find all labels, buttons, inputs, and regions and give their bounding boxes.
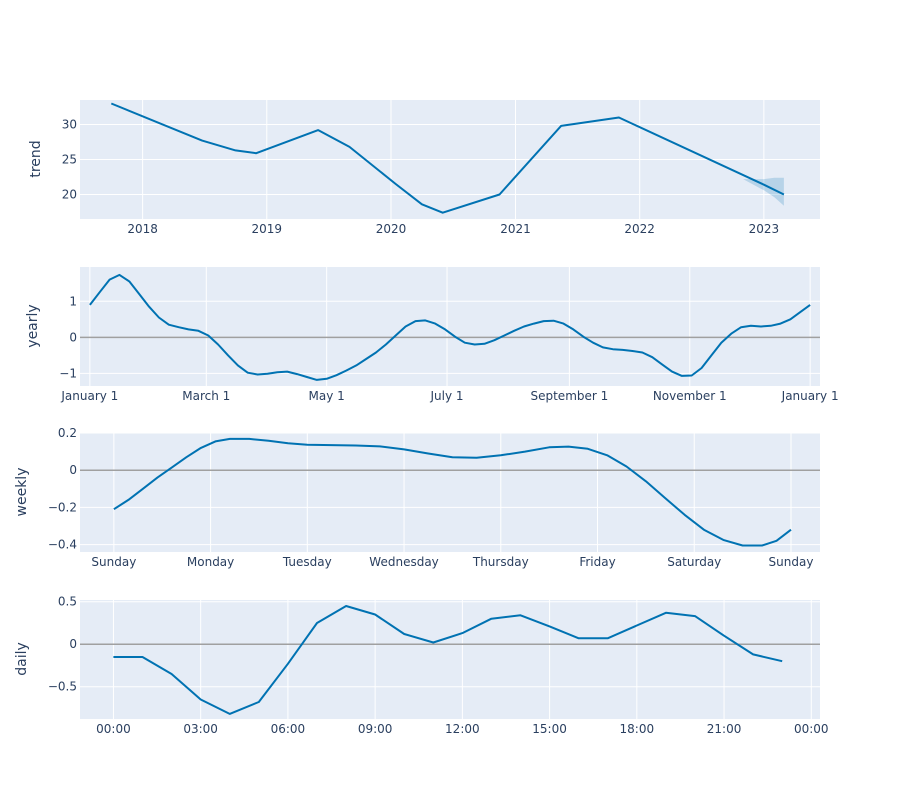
plot-area <box>80 433 820 552</box>
x-tick-label: 21:00 <box>707 722 742 736</box>
x-tick-label: May 1 <box>309 389 345 403</box>
x-tick-label: 09:00 <box>358 722 393 736</box>
x-tick-label: 00:00 <box>96 722 131 736</box>
x-tick-label: 2023 <box>749 222 780 236</box>
x-tick-label: 03:00 <box>183 722 218 736</box>
x-tick-label: November 1 <box>653 389 727 403</box>
y-tick-label: 0 <box>69 463 77 477</box>
x-tick-label: Thursday <box>472 555 529 569</box>
panel-weekly: Sunday Monday Tuesday Wednesday Thursday Frid… <box>14 426 820 569</box>
y-axis-title: yearly <box>25 304 41 347</box>
x-tick-label: 2020 <box>376 222 407 236</box>
series-line-trend <box>110 102 785 214</box>
panel-trend: 2018 2019 2020 2021 2022 2023 20 25 30 trend <box>28 100 820 236</box>
y-axis-title: trend <box>28 140 44 177</box>
y-tick-label: 0 <box>69 637 77 651</box>
x-tick-label: Monday <box>187 555 234 569</box>
series-line-weekly <box>113 437 792 547</box>
x-tick-label: 00:00 <box>794 722 829 736</box>
y-axis-title: weekly <box>14 468 30 517</box>
x-tick-label: 2019 <box>252 222 283 236</box>
y-tick-label: 20 <box>62 188 77 202</box>
y-tick-label: 0 <box>69 330 77 344</box>
plot-area <box>80 600 820 719</box>
x-tick-label: Sunday <box>769 555 814 569</box>
y-tick-label: −1 <box>59 366 77 380</box>
x-tick-label: July 1 <box>430 389 464 403</box>
uncertainty-band <box>743 177 784 206</box>
x-tick-label: Wednesday <box>369 555 438 569</box>
series-line-daily <box>113 605 783 715</box>
y-tick-label: 30 <box>62 118 77 132</box>
y-tick-label: 0.2 <box>58 426 77 440</box>
x-tick-label: Tuesday <box>282 555 332 569</box>
x-tick-label: March 1 <box>182 389 230 403</box>
y-tick-label: −0.5 <box>48 680 77 694</box>
x-tick-label: January 1 <box>60 389 118 403</box>
x-tick-label: 15:00 <box>532 722 567 736</box>
y-tick-label: 1 <box>69 294 77 308</box>
series-line-yearly <box>89 273 811 381</box>
x-tick-label: Saturday <box>667 555 721 569</box>
x-tick-label: 2022 <box>624 222 655 236</box>
panel-daily: 00:00 03:00 06:00 09:00 12:00 15:00 18:00 21:00… <box>14 595 829 736</box>
x-tick-label: September 1 <box>530 389 608 403</box>
y-tick-label: 25 <box>62 153 77 167</box>
x-tick-label: 12:00 <box>445 722 480 736</box>
x-tick-label: January 1 <box>781 389 839 403</box>
plot-area <box>80 267 820 386</box>
y-tick-label: 0.5 <box>58 595 77 609</box>
panel-yearly: January 1 March 1 May 1 July 1 September 1 No… <box>25 267 839 403</box>
x-tick-label: 18:00 <box>620 722 655 736</box>
y-tick-label: −0.2 <box>48 500 77 514</box>
x-tick-label: 2018 <box>127 222 158 236</box>
y-tick-label: −0.4 <box>48 538 77 552</box>
x-tick-label: Sunday <box>91 555 136 569</box>
y-axis-title: daily <box>14 642 30 676</box>
x-tick-label: Friday <box>579 555 615 569</box>
x-tick-label: 06:00 <box>271 722 306 736</box>
x-tick-label: 2021 <box>500 222 531 236</box>
